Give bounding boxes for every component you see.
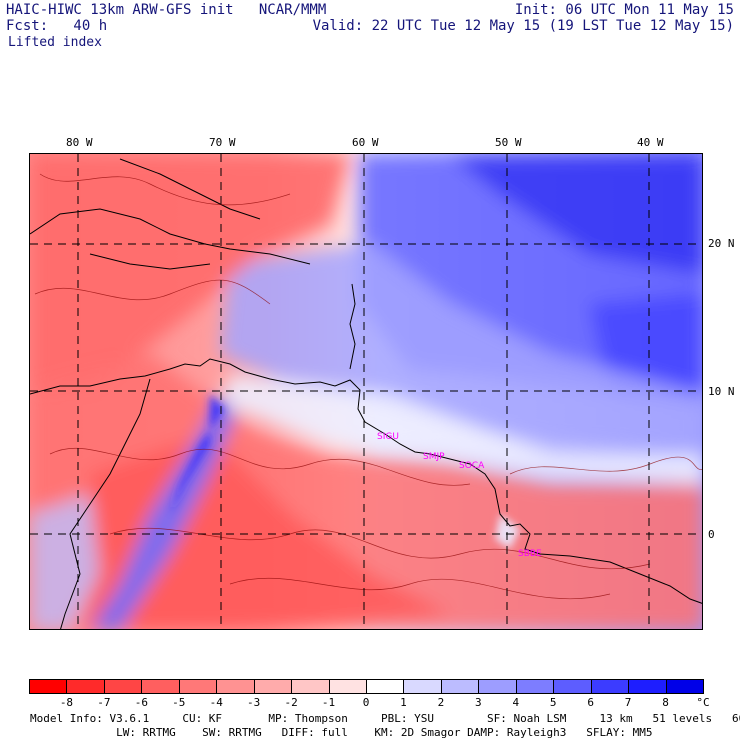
- lon-label-50w: 50 W: [495, 136, 522, 149]
- colorbar-tick-label: -4: [209, 696, 223, 709]
- colorbar-swatch: [366, 679, 405, 694]
- model-info-line2: LW: RRTMG SW: RRTMG DIFF: full KM: 2D Sm…: [30, 726, 653, 739]
- station-smjp: SMJP: [423, 452, 445, 462]
- colorbar-swatch: [29, 679, 68, 694]
- colorbar-tick-label: 4: [512, 696, 520, 709]
- field-shading: [30, 154, 702, 629]
- coastlines: [30, 158, 702, 629]
- colorbar-tick-label: 3: [475, 696, 482, 709]
- colorbar-swatch: [291, 679, 330, 694]
- colorbar-tick-label: -2: [284, 696, 298, 709]
- station-soca: SOCA: [459, 461, 485, 471]
- colorbar-tick-label: 0: [362, 696, 370, 709]
- colorbar-swatch: [628, 679, 667, 694]
- station-sbbe: SBBE: [518, 549, 542, 559]
- colorbar-tick-label: 5: [549, 696, 557, 709]
- colorbar-tick-label: 1: [400, 696, 407, 709]
- init-time: Init: 06 UTC Mon 11 May 15: [514, 2, 734, 18]
- field-name: Lifted index: [8, 35, 102, 50]
- lon-label-70w: 70 W: [209, 136, 236, 149]
- colorbar-unit: °C: [696, 696, 710, 709]
- colorbar-swatch: [478, 679, 517, 694]
- colorbar-swatch: [515, 679, 555, 694]
- colorbar-swatch: [590, 679, 630, 694]
- colorbar-tick-label: -1: [321, 696, 336, 709]
- lat-label-10n: 10 N: [708, 385, 735, 398]
- colorbar-swatch: [216, 679, 255, 694]
- colorbar-swatch: [440, 679, 480, 694]
- station-sigu: SIGU: [377, 432, 399, 442]
- colorbar-swatch: [403, 679, 442, 694]
- lat-label-20n: 20 N: [708, 237, 735, 250]
- colorbar-tick-label: -6: [134, 696, 148, 709]
- forecast-hour: Fcst: 40 h: [6, 18, 108, 34]
- colorbar-tick-label: 7: [624, 696, 632, 709]
- colorbar-tick-label: -7: [97, 696, 111, 709]
- lon-label-80w: 80 W: [66, 136, 93, 149]
- lon-label-60w: 60 W: [352, 136, 379, 149]
- colorbar-swatch: [178, 679, 218, 694]
- colorbar-tick-label: -3: [247, 696, 261, 709]
- colorbar-tick-label: 8: [662, 696, 669, 709]
- colorbar-swatch: [553, 679, 592, 694]
- valid-time: Valid: 22 UTC Tue 12 May 15 (19 LST Tue …: [312, 18, 734, 34]
- colorbar-swatch: [328, 679, 367, 694]
- lat-label-0: 0: [708, 528, 715, 541]
- graticule: [30, 154, 702, 629]
- lon-label-40w: 40 W: [637, 136, 664, 149]
- colorbar-tick-label: 6: [587, 696, 594, 709]
- lifted-index-map: [29, 153, 703, 630]
- colorbar-swatch: [103, 679, 143, 694]
- model-info-line1: Model Info: V3.6.1 CU: KF MP: Thompson P…: [30, 712, 740, 725]
- colorbar-swatch: [66, 679, 105, 694]
- colorbar-tick-label: 2: [437, 696, 445, 709]
- colorbar-swatch: [665, 679, 704, 694]
- colorbar-swatch: [141, 679, 180, 694]
- colorbar-tick-label: -8: [59, 696, 74, 709]
- colorbar-swatch: [253, 679, 293, 694]
- model-title: HAIC-HIWC 13km ARW-GFS init NCAR/MMM: [6, 2, 327, 18]
- colorbar-tick-label: -5: [172, 696, 186, 709]
